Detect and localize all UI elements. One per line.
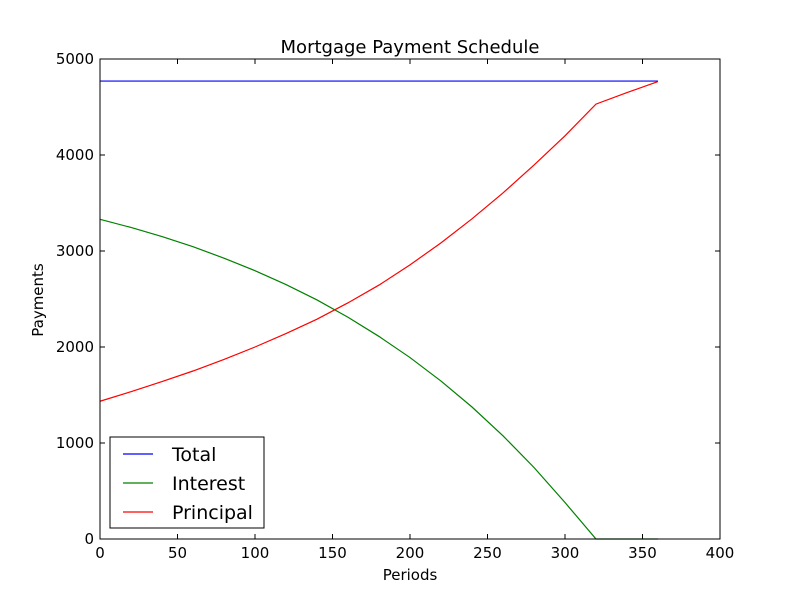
x-tick-label: 350 [628, 544, 657, 562]
chart-title: Mortgage Payment Schedule [281, 37, 540, 58]
y-axis-label: Payments [29, 263, 47, 337]
x-tick-label: 400 [706, 544, 735, 562]
series-line-principal [99, 80, 659, 402]
y-tick-label: 5000 [56, 50, 94, 68]
x-tick-label: 200 [396, 544, 425, 562]
y-axis: 0 1000 2000 3000 4000 5000 [56, 50, 720, 548]
x-axis-label: Periods [383, 566, 438, 584]
x-tick-label: 150 [318, 544, 347, 562]
series-line-interest [99, 218, 658, 540]
legend: Total Interest Principal [109, 436, 265, 529]
x-tick-label: 250 [473, 544, 502, 562]
legend-label-total: Total [171, 444, 216, 466]
x-tick-label: 0 [95, 544, 105, 562]
x-tick-label: 100 [241, 544, 270, 562]
y-tick-label: 4000 [56, 146, 94, 164]
y-tick-label: 1000 [56, 434, 94, 452]
x-tick-label: 300 [551, 544, 580, 562]
x-tick-label: 50 [168, 544, 187, 562]
y-tick-label: 3000 [56, 242, 94, 260]
y-tick-label: 2000 [56, 338, 94, 356]
legend-label-interest: Interest [172, 473, 245, 495]
y-tick-label: 0 [84, 530, 94, 548]
x-axis: 0 50 100 150 200 250 300 350 400 [95, 59, 734, 562]
legend-label-principal: Principal [172, 502, 253, 524]
